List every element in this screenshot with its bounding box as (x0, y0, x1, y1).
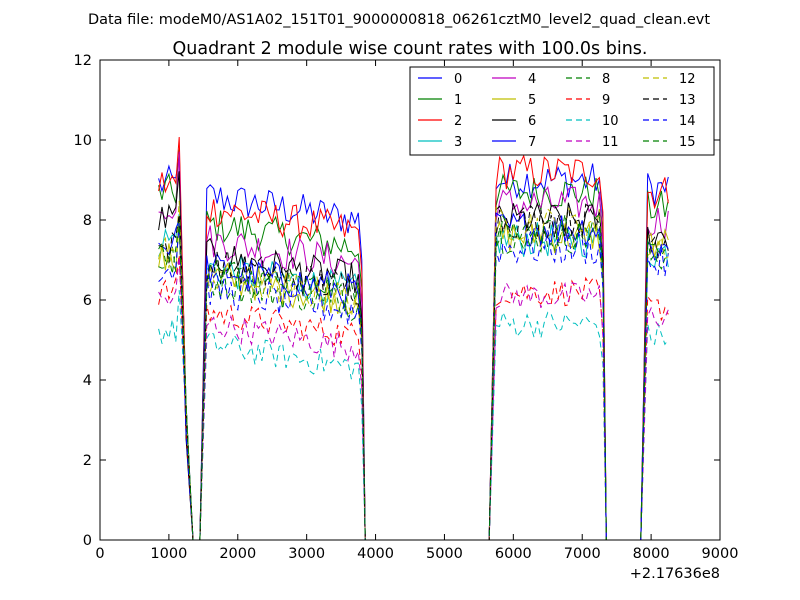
x-tick-label: 0 (95, 546, 104, 562)
legend-label: 11 (602, 135, 619, 150)
legend-label: 3 (454, 135, 462, 150)
y-tick-label: 2 (83, 453, 92, 469)
chart-title: Quadrant 2 module wise count rates with … (173, 39, 648, 59)
legend-label: 1 (454, 93, 462, 108)
y-tick-label: 10 (74, 133, 92, 149)
x-tick-label: 1000 (150, 546, 187, 562)
chart-suptitle: Data file: modeM0/AS1A02_151T01_90000008… (88, 12, 710, 28)
y-tick-label: 8 (83, 213, 92, 229)
y-tick-label: 4 (83, 373, 92, 389)
legend-label: 2 (454, 114, 462, 129)
y-tick-label: 12 (74, 53, 92, 69)
legend-label: 0 (454, 72, 462, 87)
legend-label: 8 (602, 72, 610, 87)
series-line-14 (158, 223, 669, 540)
legend-label: 12 (679, 72, 696, 87)
legend-label: 6 (528, 114, 536, 129)
series-line-12 (158, 200, 669, 540)
x-tick-label: 8000 (633, 546, 670, 562)
legend-box (409, 66, 715, 156)
y-tick-label: 0 (83, 533, 92, 549)
legend-label: 4 (528, 72, 536, 87)
axis-ticks: 0 1000 2000 3000 4000 5000 6000 7000 8000 9000 0 2 4… (74, 53, 739, 562)
legend-label: 9 (602, 93, 610, 108)
x-tick-label: 5000 (426, 546, 463, 562)
x-tick-label: 3000 (288, 546, 325, 562)
series-line-1 (158, 149, 669, 540)
series-line-2 (158, 136, 669, 540)
series-line-15 (158, 213, 669, 540)
series-line-10 (158, 290, 669, 540)
x-tick-label: 4000 (357, 546, 394, 562)
x-offset-label: +2.17636e8 (630, 566, 720, 582)
legend-label: 13 (679, 93, 696, 108)
x-tick-label: 6000 (495, 546, 532, 562)
y-tick-label: 6 (83, 293, 92, 309)
series-line-13 (158, 203, 669, 540)
legend-label: 5 (528, 93, 536, 108)
series-line-11 (158, 256, 669, 540)
legend-label: 7 (528, 135, 536, 150)
legend-label: 15 (679, 135, 696, 150)
series-line-4 (158, 151, 669, 540)
x-tick-label: 9000 (702, 546, 739, 562)
x-tick-label: 7000 (564, 546, 601, 562)
series-line-9 (158, 254, 669, 540)
legend-label: 10 (602, 114, 619, 129)
series-lines (158, 136, 669, 540)
x-tick-label: 2000 (219, 546, 256, 562)
legend-label: 14 (679, 114, 696, 129)
series-line-0 (158, 155, 669, 540)
